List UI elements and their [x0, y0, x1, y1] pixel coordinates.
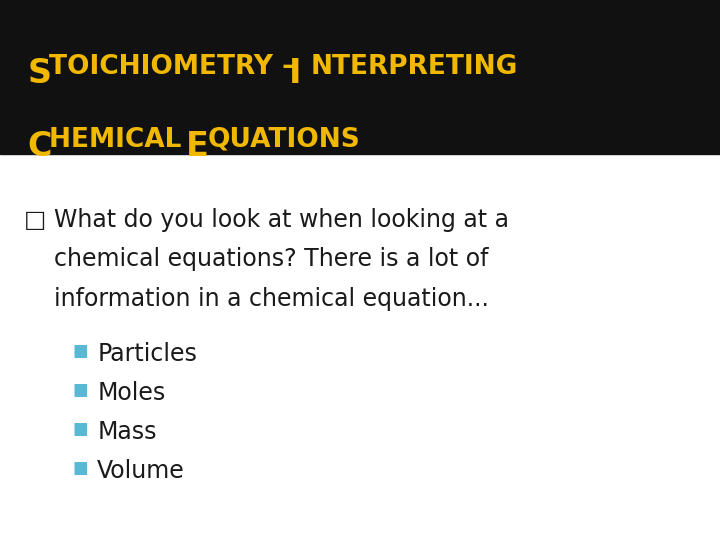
- Text: C: C: [27, 130, 52, 163]
- Text: QUATIONS: QUATIONS: [208, 127, 361, 153]
- Text: ■: ■: [72, 381, 88, 399]
- Text: Particles: Particles: [97, 342, 197, 366]
- Text: NTERPRETING: NTERPRETING: [311, 54, 518, 80]
- Text: What do you look at when looking at a: What do you look at when looking at a: [54, 208, 509, 232]
- Bar: [0, 154, 720, 540]
- Text: information in a chemical equation...: information in a chemical equation...: [54, 287, 489, 310]
- Text: TOICHIOMETRY –: TOICHIOMETRY –: [49, 54, 295, 80]
- Text: □: □: [24, 208, 46, 232]
- Text: Mass: Mass: [97, 420, 157, 444]
- Text: Volume: Volume: [97, 459, 185, 483]
- Text: HEMICAL: HEMICAL: [49, 127, 191, 153]
- Bar: [0, 0, 720, 154]
- Text: ■: ■: [72, 342, 88, 360]
- Text: chemical equations? There is a lot of: chemical equations? There is a lot of: [54, 247, 488, 271]
- Text: E: E: [186, 130, 209, 163]
- Text: Moles: Moles: [97, 381, 166, 405]
- Text: S: S: [27, 57, 51, 90]
- Text: I: I: [289, 57, 302, 90]
- Text: ■: ■: [72, 420, 88, 438]
- Text: ■: ■: [72, 459, 88, 477]
